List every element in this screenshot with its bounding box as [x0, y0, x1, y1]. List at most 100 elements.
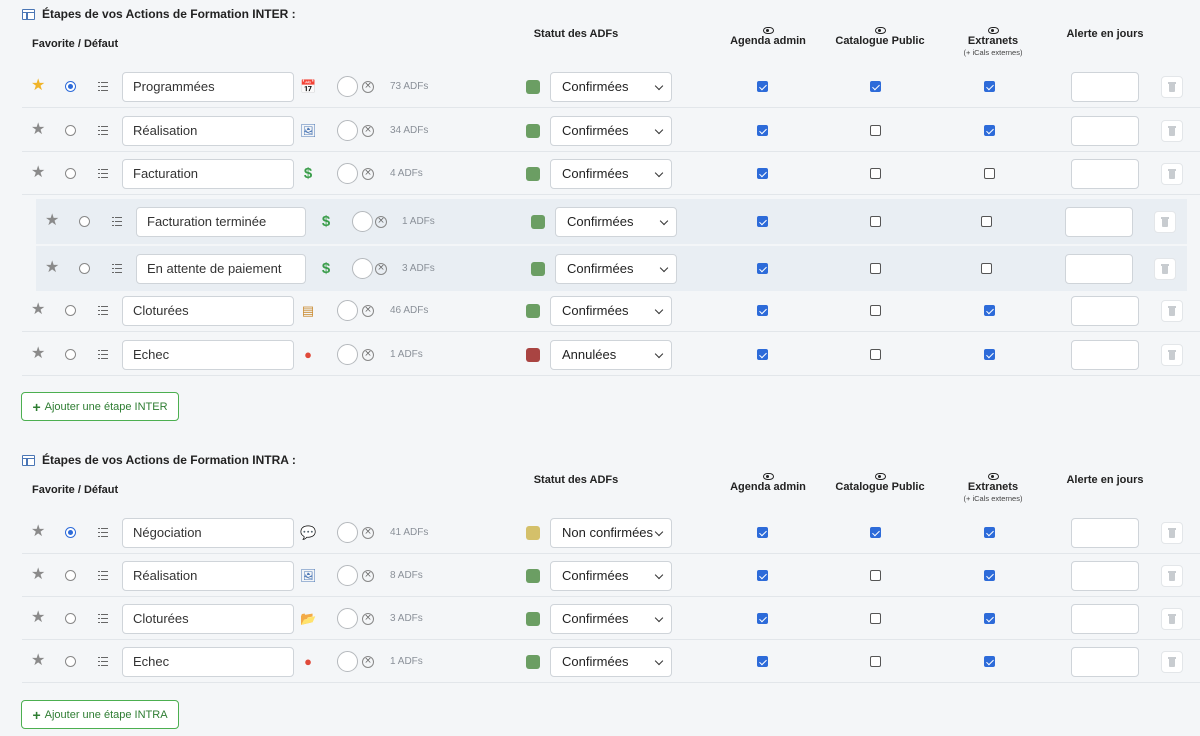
status-color-swatch[interactable] — [526, 612, 540, 626]
default-radio[interactable] — [65, 570, 76, 581]
extranets-checkbox[interactable] — [984, 656, 995, 667]
favorite-star-icon[interactable]: ★ — [31, 121, 46, 138]
alert-days-input[interactable] — [1071, 72, 1139, 102]
status-select[interactable]: Non confirmées — [550, 518, 672, 548]
agenda-admin-checkbox[interactable] — [757, 349, 768, 360]
trash-icon[interactable] — [1161, 565, 1183, 587]
stage-name-input[interactable]: Réalisation — [122, 116, 294, 146]
trash-icon[interactable] — [1161, 76, 1183, 98]
default-radio[interactable] — [65, 613, 76, 624]
catalogue-public-checkbox[interactable] — [870, 570, 881, 581]
red-circle-icon[interactable]: ● — [304, 654, 312, 669]
stage-name-input[interactable]: Facturation terminée — [136, 207, 306, 237]
status-select[interactable]: Annulées — [550, 340, 672, 370]
dollar-icon[interactable]: $ — [303, 165, 313, 182]
drag-handle-icon[interactable] — [98, 613, 108, 624]
remove-circle-icon[interactable]: × — [375, 263, 387, 275]
trash-icon[interactable] — [1154, 258, 1176, 280]
catalogue-public-checkbox[interactable] — [870, 613, 881, 624]
add-intra-stage-button[interactable]: + Ajouter une étape INTRA — [21, 700, 179, 729]
stage-toggle[interactable] — [352, 211, 373, 232]
favorite-star-icon[interactable]: ★ — [31, 77, 46, 94]
default-radio[interactable] — [79, 263, 90, 274]
catalogue-public-checkbox[interactable] — [870, 81, 881, 92]
alert-days-input[interactable] — [1071, 561, 1139, 591]
agenda-admin-checkbox[interactable] — [757, 527, 768, 538]
favorite-star-icon[interactable]: ★ — [31, 566, 46, 583]
red-circle-icon[interactable]: ● — [304, 347, 312, 362]
trash-icon[interactable] — [1161, 163, 1183, 185]
agenda-admin-checkbox[interactable] — [757, 570, 768, 581]
status-select[interactable]: Confirmées — [550, 116, 672, 146]
alert-days-input[interactable] — [1071, 647, 1139, 677]
favorite-star-icon[interactable]: ★ — [31, 345, 46, 362]
default-radio[interactable] — [65, 656, 76, 667]
agenda-admin-checkbox[interactable] — [757, 168, 768, 179]
remove-circle-icon[interactable]: × — [362, 81, 374, 93]
drag-handle-icon[interactable] — [98, 349, 108, 360]
alert-days-input[interactable] — [1071, 518, 1139, 548]
stage-toggle[interactable] — [337, 565, 358, 586]
drag-handle-icon[interactable] — [98, 125, 108, 136]
stage-toggle[interactable] — [337, 300, 358, 321]
stage-name-input[interactable]: En attente de paiement — [136, 254, 306, 284]
stage-name-input[interactable]: Facturation — [122, 159, 294, 189]
dollar-icon[interactable]: $ — [321, 260, 331, 277]
drag-handle-icon[interactable] — [112, 216, 122, 227]
status-color-swatch[interactable] — [531, 215, 545, 229]
remove-circle-icon[interactable]: × — [362, 527, 374, 539]
extranets-checkbox[interactable] — [981, 216, 992, 227]
trash-icon[interactable] — [1161, 344, 1183, 366]
stage-toggle[interactable] — [337, 344, 358, 365]
stage-toggle[interactable] — [352, 258, 373, 279]
extranets-checkbox[interactable] — [984, 349, 995, 360]
alert-days-input[interactable] — [1071, 296, 1139, 326]
remove-circle-icon[interactable]: × — [375, 216, 387, 228]
stage-toggle[interactable] — [337, 163, 358, 184]
status-select[interactable]: Confirmées — [550, 604, 672, 634]
catalogue-public-checkbox[interactable] — [870, 349, 881, 360]
remove-circle-icon[interactable]: × — [362, 168, 374, 180]
drag-handle-icon[interactable] — [98, 570, 108, 581]
trash-icon[interactable] — [1161, 608, 1183, 630]
status-select[interactable]: Confirmées — [550, 296, 672, 326]
alert-days-input[interactable] — [1071, 340, 1139, 370]
agenda-admin-checkbox[interactable] — [757, 216, 768, 227]
stage-toggle[interactable] — [337, 608, 358, 629]
catalogue-public-checkbox[interactable] — [870, 125, 881, 136]
stage-name-input[interactable]: Echec — [122, 340, 294, 370]
stage-toggle[interactable] — [337, 76, 358, 97]
calendar-icon[interactable]: 📅 — [300, 79, 317, 94]
status-select[interactable]: Confirmées — [550, 72, 672, 102]
catalogue-public-checkbox[interactable] — [870, 263, 881, 274]
status-color-swatch[interactable] — [526, 348, 540, 362]
remove-circle-icon[interactable]: × — [362, 125, 374, 137]
catalogue-public-checkbox[interactable] — [870, 656, 881, 667]
default-radio[interactable] — [65, 168, 76, 179]
drag-handle-icon[interactable] — [98, 305, 108, 316]
catalogue-public-checkbox[interactable] — [870, 527, 881, 538]
trash-icon[interactable] — [1161, 300, 1183, 322]
alert-days-input[interactable] — [1071, 116, 1139, 146]
stage-toggle[interactable] — [337, 522, 358, 543]
picture-icon[interactable]: 🖼 — [300, 568, 317, 583]
extranets-checkbox[interactable] — [984, 570, 995, 581]
trash-icon[interactable] — [1161, 120, 1183, 142]
stage-name-input[interactable]: Cloturées — [122, 604, 294, 634]
stage-name-input[interactable]: Cloturées — [122, 296, 294, 326]
favorite-star-icon[interactable]: ★ — [31, 164, 46, 181]
catalogue-public-checkbox[interactable] — [870, 305, 881, 316]
alert-days-input[interactable] — [1065, 207, 1133, 237]
remove-circle-icon[interactable]: × — [362, 305, 374, 317]
extranets-checkbox[interactable] — [984, 81, 995, 92]
status-color-swatch[interactable] — [526, 655, 540, 669]
drag-handle-icon[interactable] — [98, 656, 108, 667]
status-color-swatch[interactable] — [526, 124, 540, 138]
extranets-checkbox[interactable] — [981, 263, 992, 274]
drag-handle-icon[interactable] — [98, 81, 108, 92]
remove-circle-icon[interactable]: × — [362, 349, 374, 361]
folder-icon[interactable]: 📂 — [300, 611, 317, 626]
default-radio[interactable] — [65, 81, 76, 92]
favorite-star-icon[interactable]: ★ — [45, 212, 60, 229]
remove-circle-icon[interactable]: × — [362, 613, 374, 625]
